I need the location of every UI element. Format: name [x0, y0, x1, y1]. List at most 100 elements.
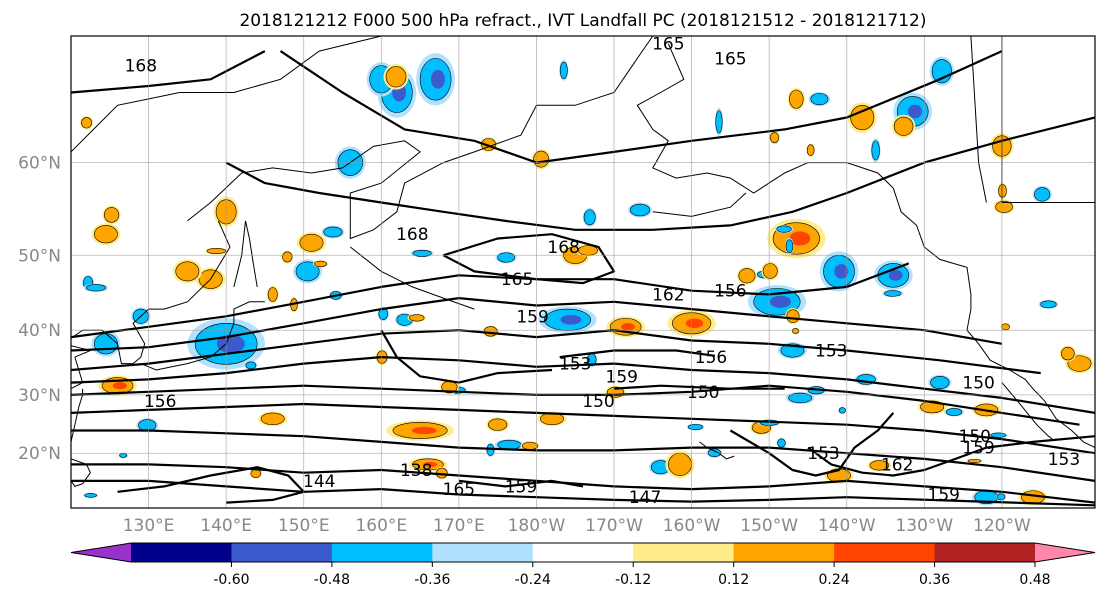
anomaly-patch-mid [583, 209, 596, 226]
anomaly-patch [867, 459, 892, 472]
anomaly-patch-mid [483, 326, 498, 337]
anomaly-patch [785, 308, 801, 325]
anomaly-patch [891, 114, 916, 138]
anomaly-patch [118, 452, 128, 459]
anomaly-patch-mid [996, 493, 1006, 501]
colorbar-segment [432, 543, 534, 562]
anomaly-patch [408, 457, 448, 472]
anomaly-patch [785, 237, 794, 255]
colorbar-segment [633, 543, 735, 562]
anomaly-patch [281, 250, 294, 264]
anomaly-patch [997, 182, 1008, 199]
anomaly-patch [80, 116, 93, 130]
anomaly-patch-mid [81, 117, 92, 129]
map-frame [70, 35, 1096, 509]
anomaly-patch-core [216, 334, 245, 354]
anomaly-patch [627, 202, 653, 218]
colorbar-tick-label: -0.12 [615, 572, 651, 588]
contour-line [458, 479, 584, 488]
longitude-tick-label: 130°E [123, 516, 175, 536]
anomaly-patch-mid [930, 375, 950, 390]
anomaly-patch [774, 224, 794, 234]
colorbar-tick-label: 0.48 [1019, 572, 1050, 588]
longitude-tick-label: 140°E [200, 516, 252, 536]
map-area: 168 165 165 168 168 165 159 162 156 153 156 150 153 1… [71, 36, 1095, 508]
colorbar-tick-label: 0.12 [718, 572, 749, 588]
anomaly-patch-mid [945, 408, 963, 416]
anomaly-patch [416, 53, 455, 106]
colorbar-tick-label: -0.48 [314, 572, 350, 588]
anomaly-patch [249, 468, 263, 479]
anomaly-patch [870, 138, 881, 163]
anomaly-patch-mid [119, 453, 128, 458]
anomaly-patch [838, 406, 847, 414]
contour-label: 162 [881, 455, 913, 475]
contour-label: 156 [144, 392, 176, 412]
anomaly-patch-core [834, 264, 849, 279]
contour-label: 168 [547, 238, 579, 258]
longitude-tick-label: 140°W [818, 516, 876, 536]
anomaly-patch-core [423, 461, 438, 467]
anomaly-patch [882, 289, 904, 298]
anomaly-patch-mid [786, 309, 800, 324]
anomaly-patch-mid [299, 233, 324, 252]
latitude-tick-label: 60°N [18, 154, 61, 174]
anomaly-patch [761, 261, 780, 281]
anomaly-patch [806, 143, 816, 157]
anomaly-patch [102, 205, 121, 225]
anomaly-patch-mid [497, 439, 522, 450]
anomaly-patch-mid [1034, 187, 1051, 202]
anomaly-patch [538, 306, 597, 334]
anomaly-patch [136, 418, 159, 433]
colorbar-segment [733, 543, 835, 562]
anomaly-patch [91, 331, 121, 357]
anomaly-patch-mid [715, 110, 723, 134]
anomaly-patch [706, 447, 723, 458]
anomaly-patch [873, 260, 913, 291]
anomaly-patch-core [769, 295, 791, 308]
anomaly-patch [791, 327, 800, 335]
anomaly-patch [966, 458, 983, 464]
anomaly-patch-mid [838, 407, 846, 414]
anomaly-patch-core [685, 318, 704, 329]
colorbar-tick-label: 0.24 [819, 572, 850, 588]
anomaly-patch [266, 285, 279, 304]
contour-line [729, 412, 895, 477]
colorbar-segment [934, 543, 1036, 562]
anomaly-patch-mid [245, 361, 257, 370]
contour-line [71, 262, 910, 339]
anomaly-patch [312, 260, 329, 268]
colorbar-segment [131, 543, 232, 562]
colorbar-segment [231, 543, 333, 562]
anomaly-patch-mid [785, 239, 794, 254]
contour-label: 165 [714, 49, 746, 69]
longitude-tick-label: 150°W [740, 516, 798, 536]
contour-label: 153 [815, 341, 847, 361]
colorbar-tick-label: -0.36 [414, 572, 450, 588]
anomaly-patch-mid [323, 226, 343, 238]
latitude-tick-label: 50°N [18, 246, 61, 266]
anomaly-patch [854, 373, 878, 386]
anomaly-patch [582, 207, 597, 227]
contour-labels: 168 165 165 168 168 165 159 162 156 153 156 150 153 1… [125, 36, 1081, 508]
anomaly-patch-mid [810, 93, 829, 106]
anomaly-patch-core [621, 323, 635, 331]
contour-label: 165 [443, 480, 475, 500]
anomaly-patch-mid [93, 225, 118, 244]
anomaly-patch [1032, 185, 1052, 203]
contour-line [71, 463, 1095, 504]
colorbar: -0.60 -0.48 -0.36 -0.24 -0.12 0.12 0.24 0.36 0.4… [70, 542, 1096, 588]
longitude-tick-label: 160°W [663, 516, 721, 536]
latitude-labels: 20°N 30°N 40°N 50°N 60°N [18, 154, 61, 465]
anomaly-patch-mid [668, 452, 692, 476]
anomaly-patch-mid [707, 448, 722, 458]
anomaly-patch-mid [995, 200, 1013, 213]
contour-label: 150 [962, 374, 994, 394]
coastline [187, 36, 654, 240]
anomaly-patch-core [908, 104, 923, 119]
anomaly-patch [736, 266, 758, 285]
anomaly-patch-mid [762, 263, 778, 279]
contour-label: 162 [652, 285, 684, 305]
anomaly-patch-core [112, 382, 127, 390]
anomaly-patch [575, 244, 600, 257]
